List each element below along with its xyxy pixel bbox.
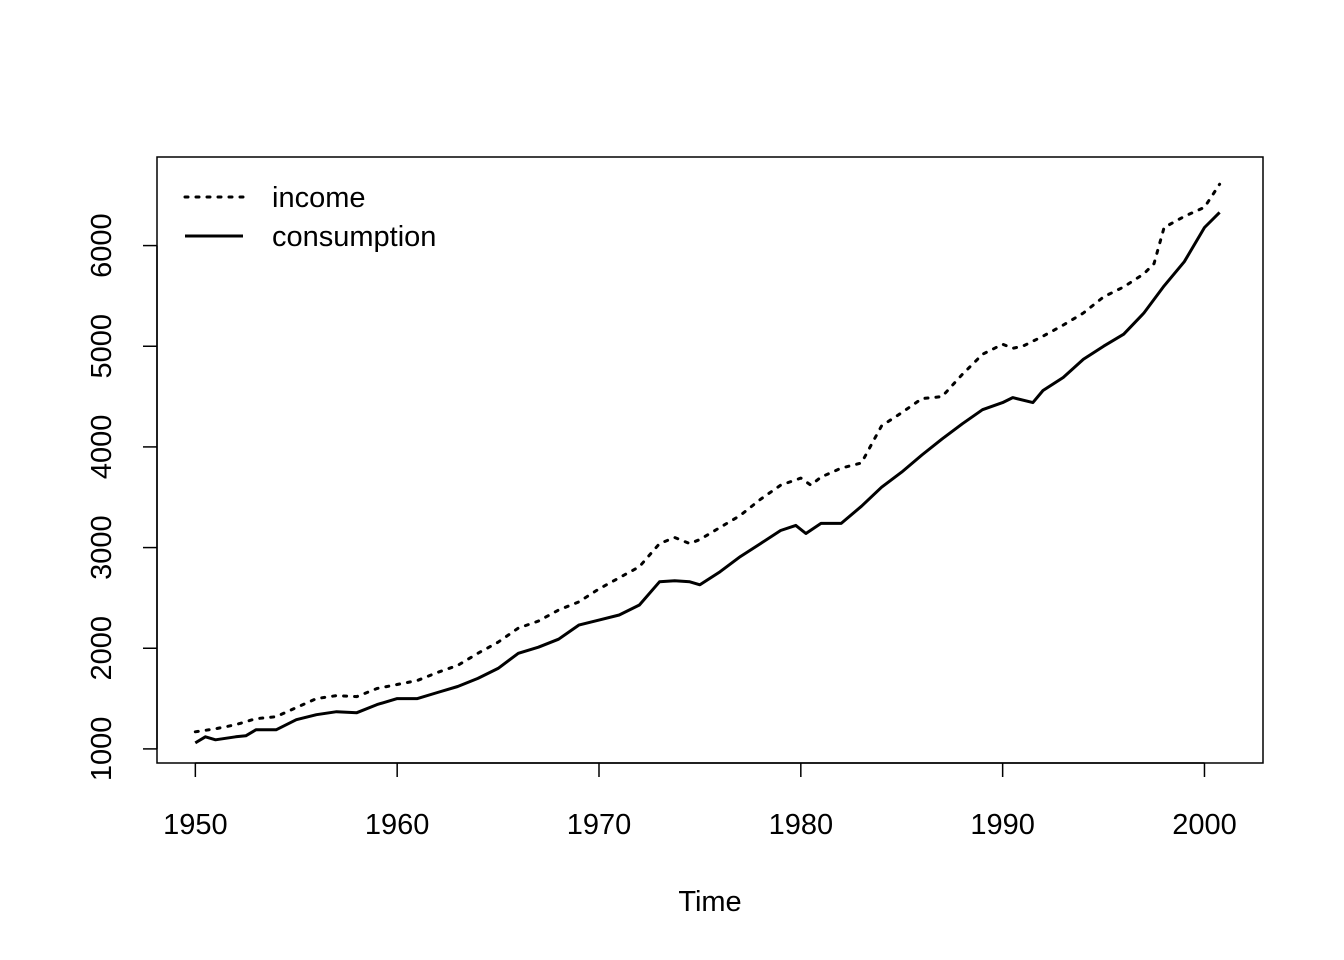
y-axis: 1000 2000 3000 4000 5000 6000 [86,213,158,782]
series-layer [193,182,1222,745]
x-tick-label-1960: 1960 [365,809,430,841]
x-tick-label-1990: 1990 [970,809,1035,841]
x-axis-title: Time [678,886,741,918]
series-line-consumption [194,211,1221,745]
x-tick-label-1980: 1980 [769,809,834,841]
y-tick-label-3000: 3000 [86,515,118,580]
x-tick-label-2000: 2000 [1172,809,1237,841]
y-tick-label-1000: 1000 [86,717,118,782]
y-tick-label-4000: 4000 [86,415,118,480]
x-axis: 1950 1960 1970 1980 1990 2000 [163,762,1237,841]
y-tick-label-5000: 5000 [86,314,118,379]
legend: income consumption [183,182,436,253]
legend-label-income: income [272,182,366,214]
y-tick-label-2000: 2000 [86,616,118,681]
legend-label-consumption: consumption [272,221,436,253]
x-tick-label-1950: 1950 [163,809,228,841]
y-tick-label-6000: 6000 [86,213,118,278]
x-tick-label-1970: 1970 [567,809,632,841]
